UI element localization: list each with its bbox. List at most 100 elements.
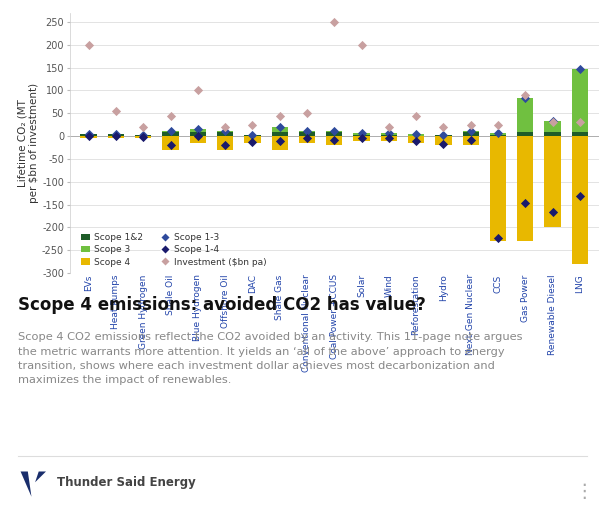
- Point: [275, 111, 284, 119]
- Point: [439, 123, 448, 131]
- Point: [466, 136, 476, 144]
- Point: [548, 117, 557, 125]
- Point: [357, 41, 367, 49]
- Bar: [353, 136, 370, 141]
- Bar: [135, 136, 151, 139]
- Point: [139, 131, 148, 139]
- Point: [466, 121, 476, 129]
- Point: [330, 18, 339, 26]
- Bar: [462, 131, 479, 132]
- Polygon shape: [21, 472, 46, 496]
- Text: Thunder Said Energy: Thunder Said Energy: [57, 476, 196, 489]
- Bar: [462, 136, 479, 145]
- Point: [84, 132, 94, 140]
- Point: [84, 41, 94, 49]
- Y-axis label: Lifetime CO₂ (MT
per $bn of investment): Lifetime CO₂ (MT per $bn of investment): [18, 83, 39, 203]
- Bar: [217, 131, 234, 132]
- Bar: [326, 132, 342, 136]
- Point: [111, 107, 121, 115]
- Bar: [490, 133, 506, 135]
- Bar: [272, 132, 288, 136]
- Bar: [408, 134, 424, 136]
- Bar: [381, 135, 397, 136]
- Point: [111, 130, 121, 138]
- Bar: [244, 136, 261, 143]
- Bar: [572, 68, 588, 132]
- Bar: [544, 136, 561, 227]
- Bar: [80, 134, 97, 136]
- Bar: [299, 132, 315, 136]
- Bar: [272, 127, 288, 132]
- Point: [493, 129, 503, 138]
- Point: [411, 136, 421, 145]
- Bar: [408, 136, 424, 143]
- Point: [575, 118, 584, 127]
- Bar: [108, 134, 124, 136]
- Point: [166, 127, 175, 135]
- Bar: [162, 131, 178, 132]
- Point: [357, 129, 367, 138]
- Bar: [517, 136, 534, 241]
- Point: [575, 192, 584, 200]
- Point: [411, 111, 421, 119]
- Bar: [326, 131, 342, 132]
- Legend: Scope 1&2, Scope 3, Scope 4, Scope 1-3, Scope 1-4, Investment ($bn pa): Scope 1&2, Scope 3, Scope 4, Scope 1-3, …: [79, 232, 268, 268]
- Bar: [299, 131, 315, 132]
- Point: [302, 109, 312, 117]
- Point: [330, 136, 339, 144]
- Bar: [544, 121, 561, 132]
- Point: [84, 130, 94, 138]
- Text: Scope 4 emissions: avoided CO2 has value?: Scope 4 emissions: avoided CO2 has value…: [18, 296, 426, 314]
- Point: [193, 125, 203, 133]
- Point: [247, 121, 257, 129]
- Point: [193, 131, 203, 140]
- Point: [575, 64, 584, 73]
- Point: [439, 131, 448, 139]
- Bar: [353, 133, 370, 135]
- Bar: [462, 132, 479, 136]
- Bar: [217, 136, 234, 150]
- Point: [520, 91, 530, 99]
- Bar: [544, 132, 561, 136]
- Point: [384, 123, 394, 131]
- Bar: [80, 136, 97, 139]
- Bar: [326, 136, 342, 145]
- Point: [247, 131, 257, 139]
- Text: Scope 4 CO2 emissions reflect the CO2 avoided by an activity. This 11-page note : Scope 4 CO2 emissions reflect the CO2 av…: [18, 332, 523, 385]
- Point: [548, 118, 557, 127]
- Point: [139, 133, 148, 141]
- Bar: [572, 136, 588, 264]
- Bar: [435, 136, 451, 145]
- Bar: [189, 132, 206, 136]
- Point: [466, 127, 476, 135]
- Point: [139, 123, 148, 131]
- Point: [275, 136, 284, 145]
- Bar: [572, 132, 588, 136]
- Bar: [244, 135, 261, 136]
- Point: [275, 123, 284, 131]
- Bar: [135, 135, 151, 136]
- Bar: [435, 135, 451, 136]
- Point: [330, 127, 339, 135]
- Point: [111, 132, 121, 140]
- Bar: [490, 136, 506, 241]
- Bar: [299, 136, 315, 143]
- Bar: [272, 136, 288, 150]
- Point: [357, 134, 367, 142]
- Point: [384, 129, 394, 138]
- Point: [493, 121, 503, 129]
- Bar: [217, 132, 234, 136]
- Point: [166, 141, 175, 149]
- Bar: [517, 132, 534, 136]
- Bar: [381, 133, 397, 135]
- Point: [302, 127, 312, 135]
- Point: [411, 130, 421, 138]
- Bar: [108, 136, 124, 139]
- Bar: [490, 135, 506, 136]
- Point: [548, 208, 557, 216]
- Point: [384, 134, 394, 142]
- Point: [439, 140, 448, 148]
- Point: [166, 111, 175, 119]
- Bar: [353, 135, 370, 136]
- Bar: [517, 98, 534, 132]
